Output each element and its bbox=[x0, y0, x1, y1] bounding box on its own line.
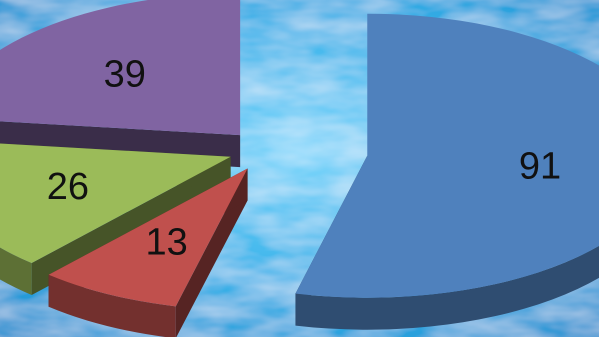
slice-wall bbox=[175, 168, 248, 337]
slice-rim bbox=[48, 274, 176, 337]
data-label-26: 26 bbox=[47, 166, 89, 208]
slice-top bbox=[48, 168, 248, 307]
pie-slice-26 bbox=[0, 143, 231, 296]
data-label-91: 91 bbox=[519, 146, 561, 188]
slice-rim bbox=[295, 245, 599, 330]
data-label-13: 13 bbox=[146, 221, 188, 263]
slice-top bbox=[0, 0, 241, 136]
pie-slice-13 bbox=[48, 168, 248, 337]
data-label-39: 39 bbox=[104, 53, 146, 95]
slice-top bbox=[295, 13, 599, 298]
slice-rim bbox=[0, 247, 32, 296]
pie-slice-91 bbox=[295, 13, 599, 330]
slice-top bbox=[0, 143, 231, 264]
